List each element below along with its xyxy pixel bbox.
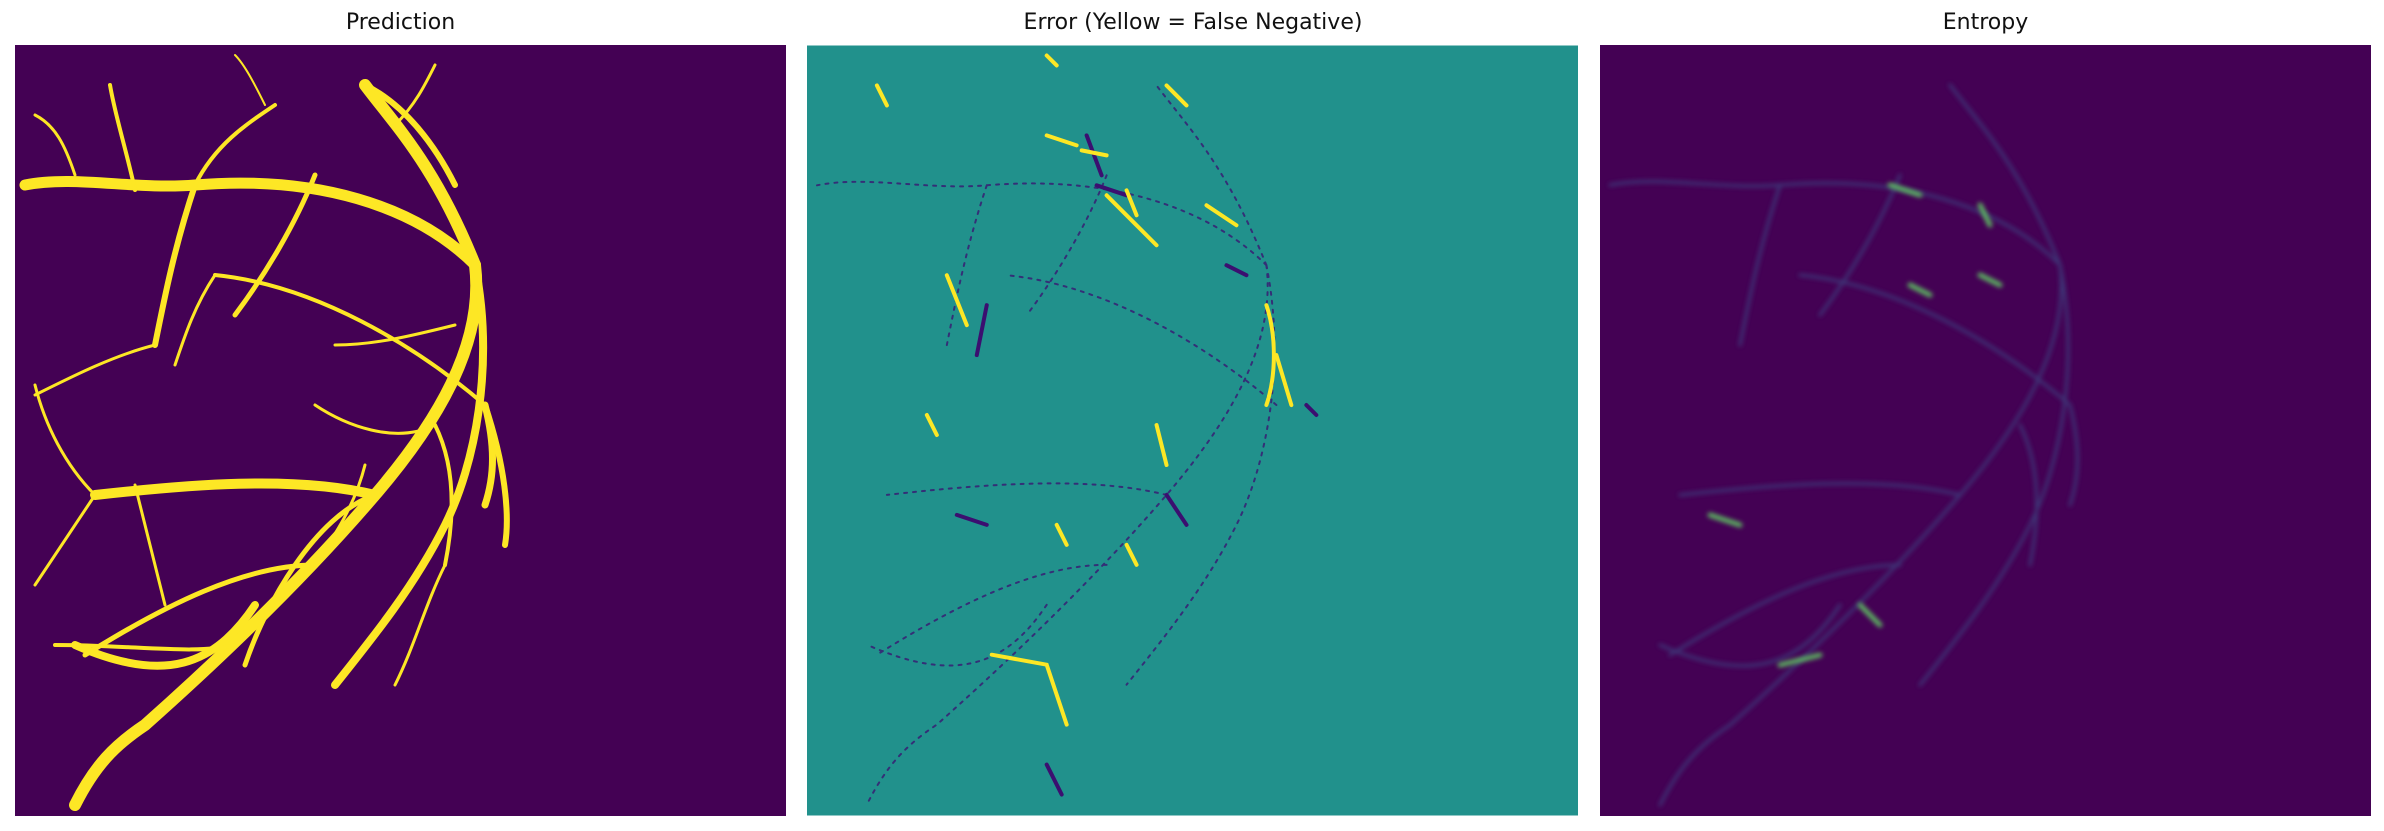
error-panel: Error (Yellow = False Negative) — [807, 0, 1579, 831]
entropy-title: Entropy — [1942, 10, 2029, 35]
prediction-title: Prediction — [345, 10, 456, 35]
prediction-panel: Prediction — [15, 0, 786, 831]
entropy-panel: Entropy — [1600, 0, 2371, 831]
error-image — [807, 45, 1578, 816]
prediction-image — [15, 45, 786, 816]
error-title: Error (Yellow = False Negative) — [1023, 10, 1363, 35]
entropy-image — [1600, 45, 2371, 816]
